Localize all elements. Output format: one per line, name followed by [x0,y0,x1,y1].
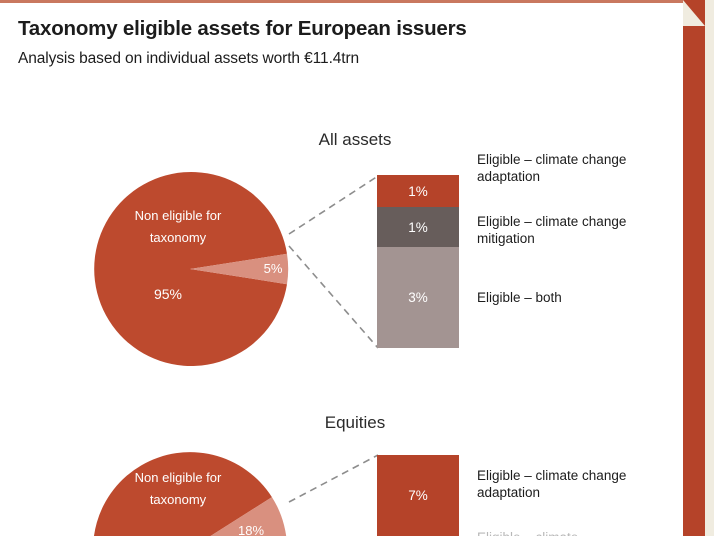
right-edge-ribbon [683,0,705,536]
bar-segment-both: 3% [377,247,459,348]
pie-label-line2: taxonomy [150,492,207,507]
pie-slice-eligible [190,253,289,285]
bar-segment-label: 1% [408,219,428,235]
connector-equities [288,454,379,503]
legend-item-adaptation: Eligible – climate change adaptation [477,468,627,500]
page-title: Taxonomy eligible assets for European is… [18,17,467,40]
connector-all-assets [288,175,379,349]
bar-segment-mitigation: 1% [377,207,459,247]
pie-slice-eligible [210,497,287,536]
pie-slice-non-eligible [94,171,287,366]
stacked-bar-equities: 7% [377,455,459,536]
connector-line-bottom [288,245,379,349]
pie-label-line1: Non eligible for [135,208,222,223]
pie-svg-all-assets: Non eligible for taxonomy 95% 5% [94,171,289,366]
bar-segment-label: 7% [408,488,428,503]
panel-heading-all-assets: All assets [318,130,392,149]
pie-label-line2: taxonomy [150,230,207,245]
connector-line-top [288,175,379,235]
pie-chart-equities: Non eligible for taxonomy 18% [93,452,287,536]
legend-item-adaptation: Eligible – climate change adaptation [477,152,627,184]
bar-segment-adaptation: 7% [377,455,459,536]
legend-item-both: Eligible – both [477,290,562,305]
legend-item-mitigation: Eligible – climate [477,530,627,536]
pie-pct-non-eligible: 95% [154,286,182,302]
pie-svg-equities: Non eligible for taxonomy 18% [94,452,287,536]
page-subtitle: Analysis based on individual assets wort… [18,50,360,67]
pie-slice-non-eligible [94,452,272,536]
stacked-bar-all-assets: 1% 1% 3% [377,175,459,348]
pie-pct-eligible-equities: 18% [237,523,265,536]
connector-line-top [288,454,379,503]
pie-pct-eligible: 5% [264,261,283,276]
bar-segment-label: 1% [408,183,428,199]
pie-chart-all-assets: Non eligible for taxonomy 95% 5% [93,171,289,366]
pie-label-line1: Non eligible for [135,470,222,485]
legend-item-mitigation: Eligible – climate change mitigation [477,214,627,246]
panel-heading-equities: Equities [324,413,386,432]
bar-segment-adaptation: 1% [377,175,459,207]
bar-segment-label: 3% [408,290,428,305]
